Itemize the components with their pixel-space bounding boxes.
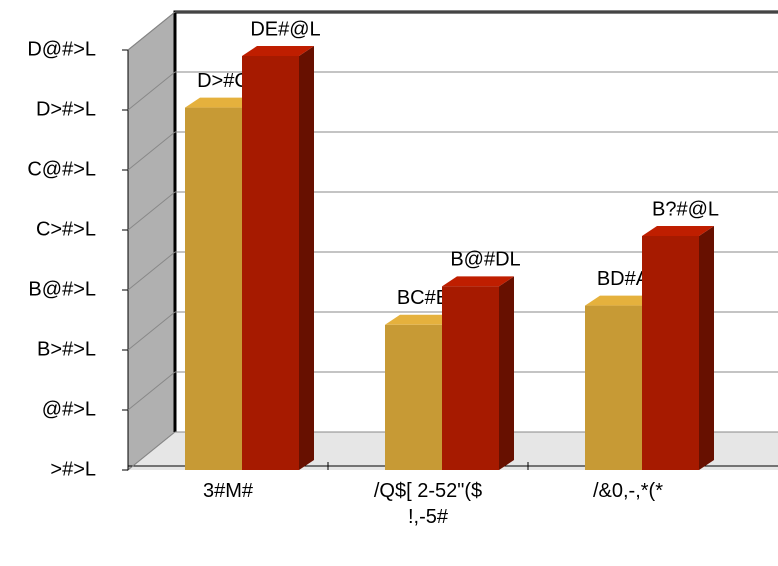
bar [242,56,299,470]
y-tick-label: D@#>L [27,38,96,60]
bar [642,236,699,470]
y-tick-label: C>#>L [36,218,96,240]
grid-line [127,371,176,411]
y-tick-label: D>#>L [36,98,96,120]
bar-side [299,46,314,470]
data-label: B?#@L [652,198,719,220]
y-tick-label: B>#>L [37,338,96,360]
y-tick-label: @#>L [42,398,96,420]
bar-top [442,276,514,287]
x-tick-label: /&0,-,*(* [592,480,664,502]
bar-top [242,46,314,56]
bar-top [185,97,257,108]
bar-side [499,276,514,470]
grid-line [127,191,176,231]
bar-top [385,314,457,325]
x-tick-label: /Q$[ 2-52"($ !,-5# [373,480,483,528]
bar [385,324,442,470]
bar-top [585,295,657,306]
y-tick-label: >#>L [50,458,96,480]
y-tick-label: B@#>L [28,278,96,300]
data-label: DE#@L [250,18,320,40]
y-tick-label: C@#>L [27,158,96,180]
bar [585,305,642,470]
data-label: B@#DL [450,249,520,271]
grid-line [127,131,176,171]
side-wall [127,10,176,472]
grid-line [127,431,176,471]
grid-line [127,311,176,351]
bar [442,286,499,470]
grid-line [127,251,176,291]
bar [185,107,242,470]
grid-line [127,11,176,51]
x-tick-label: 3#M# [202,480,254,502]
grid-line [127,71,176,111]
bar-top [642,226,714,236]
bar-side [699,226,714,470]
